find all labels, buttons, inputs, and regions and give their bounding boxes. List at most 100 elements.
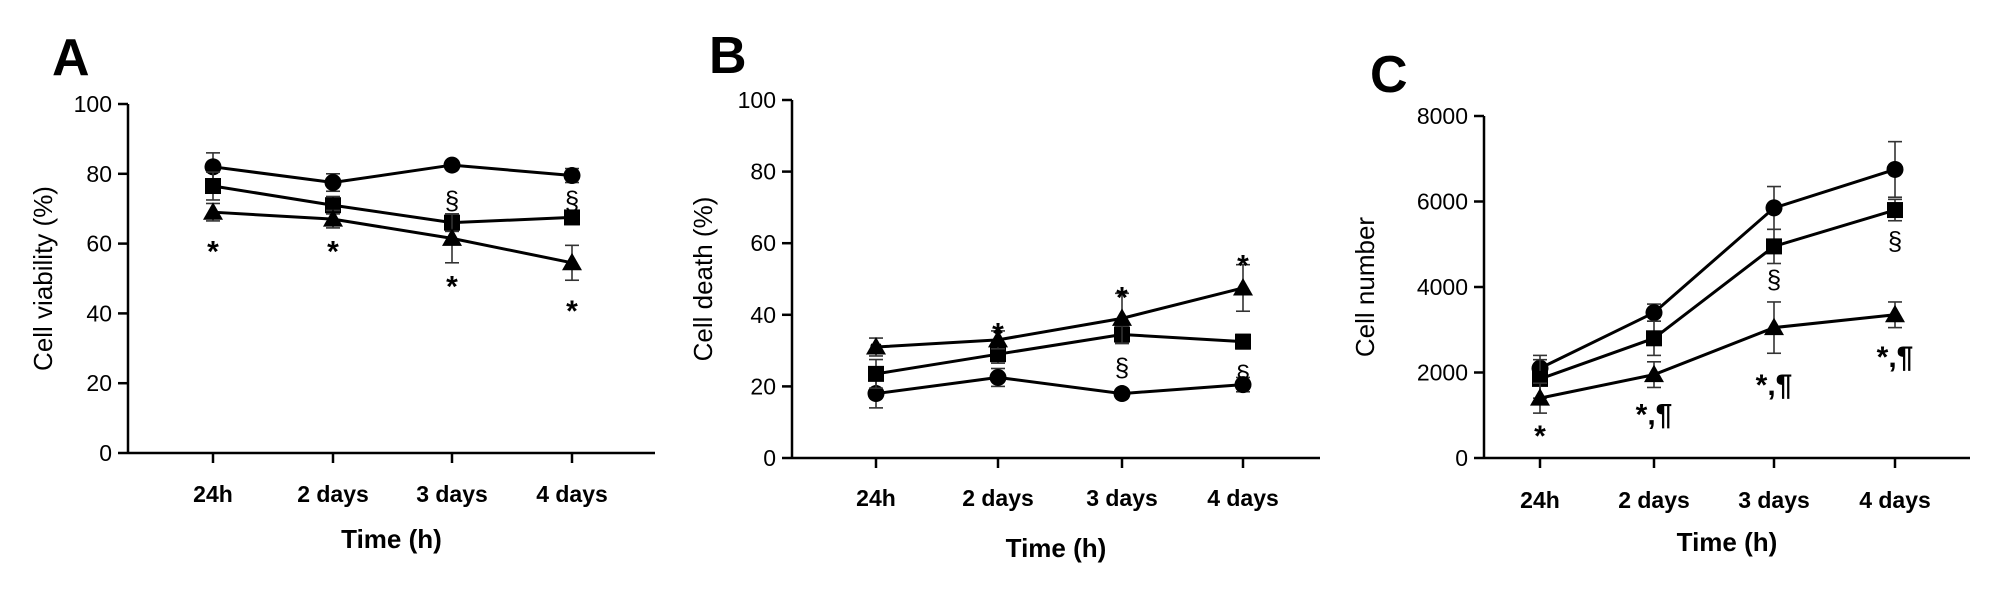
y-tick-label: 0 — [99, 440, 112, 466]
y-axis-title: Cell viability (%) — [28, 186, 58, 371]
significance-annotation: § — [1236, 360, 1250, 390]
series-circle — [204, 152, 581, 193]
y-tick-label: 60 — [750, 230, 776, 256]
x-tick-label: 2 days — [1618, 487, 1690, 513]
data-point-triangle — [442, 228, 462, 246]
data-point-square — [564, 209, 580, 226]
significance-annotation: *,¶ — [1636, 399, 1673, 432]
series-square — [1532, 198, 1903, 399]
series-line — [875, 375, 1244, 396]
y-axis-title: Cell death (%) — [688, 197, 718, 362]
x-tick-label: 24h — [193, 481, 233, 507]
series-line — [1539, 313, 1896, 400]
significance-annotation: * — [207, 236, 219, 269]
panel-c: C 0 2000 4000 6000 8000 24h 2 days 3 days 4 days C… — [1350, 46, 1970, 557]
y-tick-label: 60 — [86, 231, 112, 257]
significance-annotation: § — [445, 186, 459, 216]
series-line — [875, 286, 1244, 349]
x-tick-label: 24h — [856, 485, 896, 511]
data-point-triangle — [562, 252, 582, 271]
x-tick-label: 2 days — [962, 485, 1034, 511]
data-point-square — [1887, 202, 1903, 219]
significance-annotation: § — [1767, 265, 1781, 295]
significance-annotation: * — [992, 318, 1004, 351]
x-axis-title: Time (h) — [1006, 533, 1107, 563]
significance-annotation: § — [1888, 226, 1902, 256]
data-point-circle — [1765, 199, 1783, 217]
series-triangle — [866, 263, 1253, 357]
x-tick-label: 2 days — [297, 481, 369, 507]
data-point-triangle — [1764, 317, 1784, 336]
significance-annotation: * — [870, 335, 882, 368]
data-point-triangle — [1644, 364, 1664, 383]
series-line — [212, 184, 573, 225]
y-axis-title: Cell number — [1350, 217, 1380, 358]
data-point-square — [325, 197, 341, 214]
series-square — [868, 324, 1251, 389]
significance-annotation: * — [327, 236, 339, 269]
data-point-triangle — [203, 202, 223, 220]
panel-letter: A — [52, 29, 90, 87]
data-point-triangle — [1233, 277, 1253, 296]
data-point-square — [868, 365, 884, 382]
data-point-triangle — [866, 337, 886, 355]
y-tick-label: 8000 — [1417, 103, 1468, 129]
data-point-square — [205, 178, 221, 195]
x-tick-label: 4 days — [536, 481, 608, 507]
data-point-triangle — [988, 329, 1008, 348]
data-point-circle — [443, 156, 461, 174]
series-triangle — [203, 202, 582, 282]
significance-annotation: § — [565, 186, 579, 216]
x-tick-label: 4 days — [1859, 487, 1931, 513]
y-tick-label: 2000 — [1417, 360, 1468, 386]
y-tick-label: 6000 — [1417, 189, 1468, 215]
y-tick-label: 40 — [86, 300, 112, 326]
significance-annotation: * — [1237, 250, 1249, 283]
x-tick-label: 3 days — [1086, 485, 1158, 511]
series-triangle — [1530, 301, 1905, 414]
data-point-circle — [1645, 304, 1663, 322]
y-tick-label: 20 — [750, 373, 776, 399]
y-tick-label: 0 — [763, 445, 776, 471]
panel-a: A 0 20 40 60 80 100 24h 2 days 3 days 4 days Cell v… — [28, 29, 655, 554]
x-tick-label: 3 days — [416, 481, 488, 507]
significance-annotation: § — [1115, 353, 1129, 383]
series-square — [205, 171, 580, 233]
significance-annotation: * — [1534, 420, 1546, 453]
x-tick-label: 24h — [1520, 487, 1560, 513]
data-point-circle — [1234, 376, 1252, 394]
series-line — [212, 163, 573, 185]
x-axis-title: Time (h) — [1677, 527, 1778, 557]
data-point-circle — [563, 167, 581, 185]
x-tick-label: 4 days — [1207, 485, 1279, 511]
y-tick-label: 80 — [750, 159, 776, 185]
significance-annotation: *,¶ — [1877, 341, 1914, 374]
series-line — [212, 210, 573, 265]
y-tick-label: 0 — [1455, 445, 1468, 471]
y-tick-label: 100 — [74, 91, 112, 117]
panel-b: B 0 20 40 60 80 100 24h 2 days 3 days 4 days Cell d… — [688, 27, 1320, 563]
series-circle — [867, 367, 1252, 409]
y-tick-label: 80 — [86, 161, 112, 187]
series-circle — [1531, 140, 1904, 382]
data-point-square — [1646, 330, 1662, 347]
data-point-circle — [1886, 160, 1904, 178]
y-tick-label: 20 — [86, 370, 112, 396]
data-point-circle — [989, 368, 1007, 386]
panel-letter: B — [709, 27, 747, 85]
y-tick-label: 4000 — [1417, 274, 1468, 300]
data-point-square — [1235, 333, 1251, 350]
data-point-circle — [867, 385, 885, 403]
significance-annotation: *,¶ — [1756, 369, 1793, 402]
data-point-square — [1766, 238, 1782, 255]
data-point-circle — [204, 158, 222, 176]
y-tick-label: 100 — [738, 87, 776, 113]
series-line — [1539, 208, 1896, 381]
data-point-circle — [1113, 385, 1131, 403]
series-line — [875, 332, 1244, 376]
data-point-square — [990, 346, 1006, 363]
y-tick-label: 40 — [750, 302, 776, 328]
data-point-triangle — [1885, 304, 1905, 323]
data-point-triangle — [1112, 308, 1132, 326]
